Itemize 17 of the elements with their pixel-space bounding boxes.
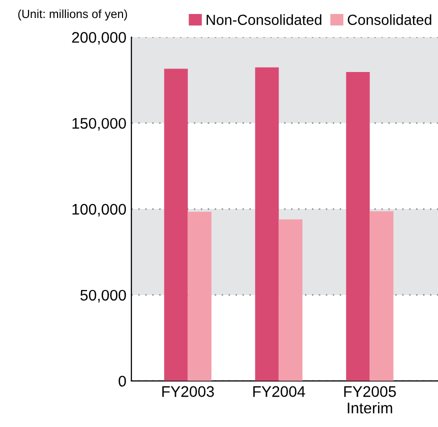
bar: [370, 211, 394, 381]
bar: [255, 67, 279, 381]
x-tick-label: FY2003: [162, 386, 214, 397]
text: (Unit: millions of yen): [18, 9, 128, 20]
y-tick-label: 50,000: [80, 290, 126, 302]
x-tick-label: FY2004: [253, 386, 306, 397]
y-tick-label: 100,000: [72, 204, 126, 217]
y-tick-label: 200,000: [72, 32, 126, 45]
bar: [346, 72, 370, 381]
legend-label: Non-Consolidated: [206, 14, 322, 25]
legend-label: Consolidated: [348, 14, 432, 25]
y-tick-label: 150,000: [72, 118, 126, 131]
bar: [164, 68, 188, 381]
y-tick-label: 0: [118, 376, 126, 387]
bar: [188, 212, 212, 381]
x-tick-label: FY2005 Interim: [344, 386, 396, 414]
bar: [278, 219, 302, 381]
